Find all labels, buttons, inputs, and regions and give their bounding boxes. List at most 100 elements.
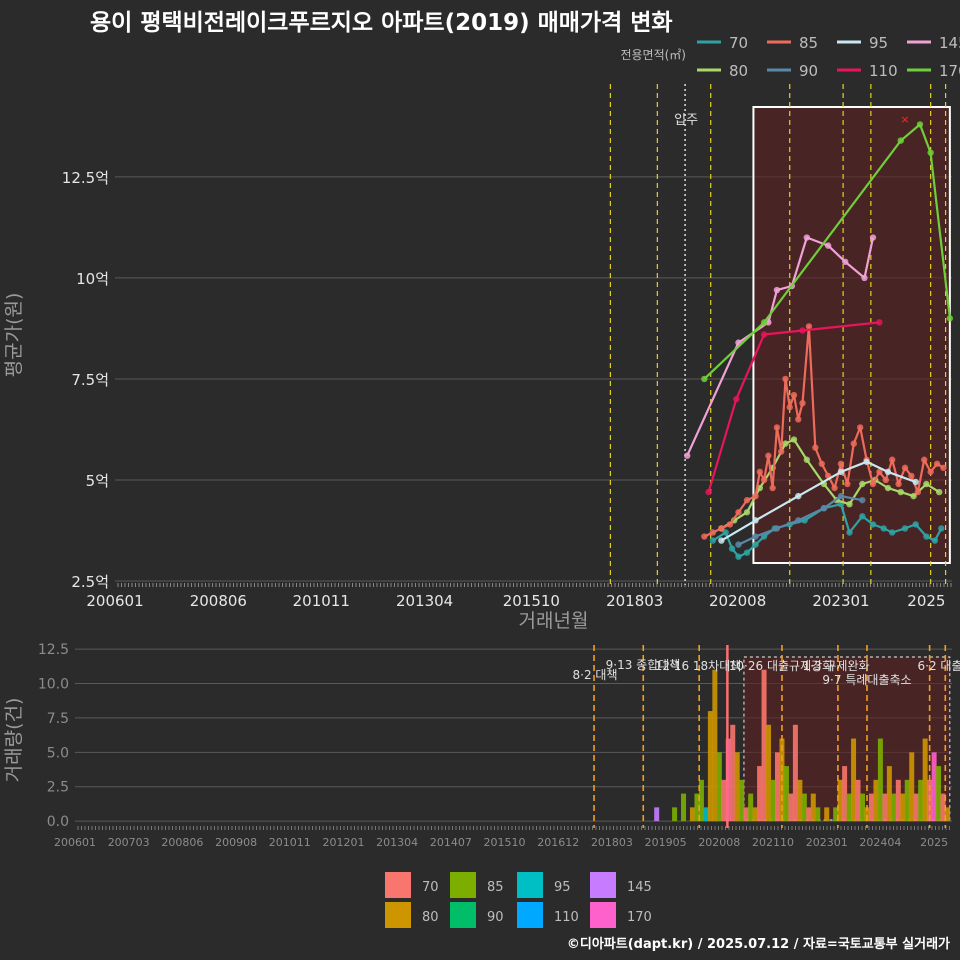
volume-bar	[833, 807, 839, 822]
bottom-legend-swatch-70	[385, 872, 411, 898]
volume-bar	[860, 793, 866, 822]
volume-bar	[886, 766, 892, 822]
series-point-95	[795, 492, 802, 500]
bottom-legend-label-110: 110	[554, 910, 579, 925]
series-point-85	[882, 476, 890, 484]
series-point-170	[927, 149, 934, 156]
volume-bar	[846, 793, 852, 822]
y-axis-title-bottom: 거래량(건)	[3, 698, 25, 783]
volume-bar	[810, 793, 816, 822]
cancel-marker: ×	[900, 113, 909, 126]
legend-label-145: 145	[939, 34, 960, 52]
series-point-85	[895, 480, 902, 488]
xtick-label-bottom: 201612	[537, 836, 579, 849]
series-point-95	[863, 458, 870, 465]
series-point-70	[901, 525, 909, 532]
bottom-legend-label-70: 70	[422, 880, 439, 895]
series-point-80	[790, 436, 798, 443]
volume-bar	[913, 793, 919, 822]
series-point-85	[726, 521, 734, 528]
xtick-label-bottom: 201304	[376, 836, 418, 849]
volume-bar	[698, 779, 704, 822]
volume-bar	[909, 752, 915, 822]
xtick-label-bottom: 201510	[484, 836, 526, 849]
series-point-90	[795, 517, 802, 524]
series-point-90	[773, 525, 781, 532]
series-point-85	[786, 404, 793, 411]
volume-bar	[837, 779, 843, 822]
series-point-80	[923, 480, 930, 488]
xtick-label-bottom: 202404	[859, 836, 901, 849]
top-legend: 전용면적(㎡) 70 85 95 145 80 90 110 170	[620, 34, 960, 80]
volume-bar	[936, 766, 942, 822]
move-in-label: 입주	[674, 113, 698, 128]
xtick-label-bottom: 2025	[920, 836, 948, 849]
series-point-170	[701, 375, 708, 383]
xtick-label-bottom: 200806	[161, 836, 203, 849]
bottom-legend-swatch-80	[385, 902, 411, 928]
policy-label: 9·7 특례대출축소	[822, 673, 911, 687]
series-point-85	[889, 456, 896, 463]
bottom-legend-label-170: 170	[627, 910, 652, 925]
volume-bar	[766, 724, 772, 822]
volume-bar	[752, 807, 758, 822]
series-point-80	[846, 500, 853, 508]
series-point-70	[743, 549, 751, 556]
series-point-85	[908, 472, 915, 480]
bottom-legend-label-145: 145	[627, 880, 652, 895]
xtick-label-bottom: 201905	[645, 836, 687, 849]
xtick-label-top: 201803	[606, 592, 663, 610]
legend-label-70: 70	[729, 34, 748, 52]
series-point-70	[931, 537, 939, 544]
series-point-170	[897, 137, 904, 144]
series-point-90	[752, 533, 759, 540]
series-point-85	[850, 440, 857, 447]
bottom-legend-label-85: 85	[487, 880, 504, 895]
series-line-70	[712, 503, 943, 558]
series-point-95	[912, 478, 919, 486]
volume-bar	[868, 793, 874, 822]
volume-bar	[842, 766, 848, 822]
series-point-85	[752, 492, 759, 500]
xtick-label-top: 202301	[812, 592, 869, 610]
highlight-box-top	[752, 106, 951, 564]
series-point-85	[805, 323, 813, 330]
series-point-85	[812, 444, 819, 451]
series-point-85	[921, 456, 928, 463]
series-point-145	[684, 452, 691, 459]
series-point-70	[752, 541, 759, 548]
volume-bar	[797, 779, 803, 822]
series-point-95	[718, 537, 725, 544]
bottom-legend-swatch-110	[517, 902, 543, 928]
ytick-label-top: 2.5억	[71, 573, 109, 591]
volume-bar	[774, 752, 780, 822]
volume-bar	[707, 711, 713, 822]
series-point-85	[901, 464, 909, 472]
legend-label-90: 90	[799, 62, 818, 80]
volume-bar	[895, 779, 901, 822]
volume-bar	[712, 669, 718, 822]
series-point-85	[760, 476, 768, 484]
volume-bar	[783, 766, 789, 822]
volume-bar	[757, 766, 763, 822]
volume-bar	[792, 724, 798, 822]
series-point-90	[859, 496, 866, 504]
top-panel: 2.5억 5억 7.5억 10억 12.5억 200601 200806 201011 2013…	[3, 84, 954, 632]
volume-bar	[672, 807, 678, 822]
series-point-85	[718, 525, 725, 532]
volume-bar	[761, 669, 767, 822]
legend-label-170: 170	[939, 62, 960, 80]
series-point-85	[735, 509, 742, 516]
volume-bar	[877, 738, 883, 822]
series-point-145	[824, 242, 832, 249]
series-point-110	[705, 488, 712, 496]
xtick-label-top: 2025	[907, 592, 945, 610]
series-point-90	[820, 505, 828, 512]
policy-label: 1·3 규제완화	[802, 659, 869, 673]
xtick-label-bottom: 202008	[698, 836, 740, 849]
volume-bar	[918, 779, 924, 822]
volume-bar	[931, 752, 937, 822]
series-point-85	[927, 468, 934, 476]
bottom-panel: 0.0 2.5 5.0 7.5 10.0 12.5 200601 200703 200806 20…	[3, 642, 960, 849]
policy-label: 12·16 18차대책	[655, 658, 742, 673]
